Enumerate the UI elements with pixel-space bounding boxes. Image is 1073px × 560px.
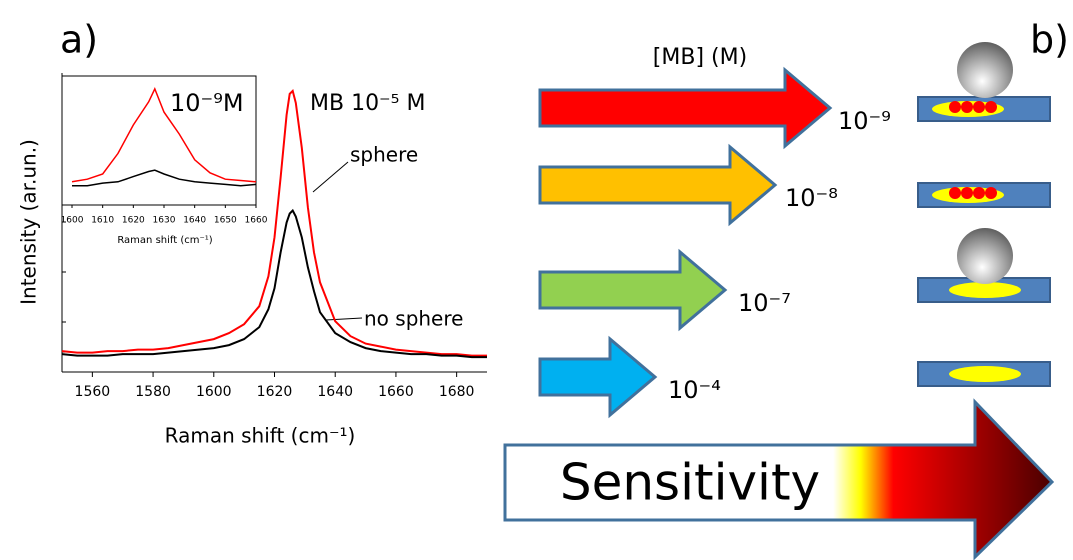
- series-line: [61, 208, 487, 359]
- x-tick-label: 1600: [61, 216, 84, 226]
- series-line: [61, 88, 487, 357]
- x-tick-label: 1680: [439, 384, 475, 400]
- x-tick-label: 1620: [122, 216, 145, 226]
- sensitivity-label: Sensitivity: [560, 454, 820, 512]
- panel-label: b): [1030, 18, 1069, 62]
- annotation: MB 10⁻⁵ M: [310, 91, 425, 116]
- x-tick-label: 1660: [245, 216, 268, 226]
- x-tick-label: 1640: [317, 384, 353, 400]
- series-line: [71, 87, 257, 183]
- concentration-label: 10⁻⁷: [738, 289, 791, 317]
- concentration-arrow: [538, 248, 728, 332]
- y-axis-label: Intensity (ar.un.): [17, 139, 41, 305]
- x-tick-label: 1620: [257, 384, 293, 400]
- concentration-label: 10⁻⁸: [785, 184, 838, 212]
- panel-label: a): [60, 18, 98, 62]
- annotation: sphere: [350, 143, 418, 167]
- x-tick-label: 1630: [153, 216, 176, 226]
- x-tick-label: 1610: [91, 216, 114, 226]
- concentration-arrow: [538, 335, 658, 419]
- x-axis-label: Raman shift (cm⁻¹): [117, 235, 212, 246]
- substrates: [917, 42, 1051, 387]
- annotation: 10⁻⁹M: [170, 89, 244, 117]
- x-tick-label: 1650: [214, 216, 237, 226]
- x-axis-label: Raman shift (cm⁻¹): [165, 424, 356, 448]
- sensitivity-arrow: [503, 398, 1055, 560]
- x-tick-label: 1600: [196, 384, 232, 400]
- diagram-header: [MB] (M): [653, 45, 747, 70]
- annotation: no sphere: [364, 307, 463, 331]
- pointer: [325, 317, 363, 321]
- concentration-arrow: [538, 66, 833, 150]
- x-tick-label: 1640: [183, 216, 206, 226]
- concentration-arrow: [538, 143, 778, 227]
- concentration-label: 10⁻⁹: [838, 107, 891, 135]
- concentration-label: 10⁻⁴: [668, 376, 721, 404]
- x-tick-label: 1580: [135, 384, 171, 400]
- x-tick-label: 1660: [378, 384, 414, 400]
- x-tick-label: 1560: [75, 384, 111, 400]
- series-line: [72, 169, 257, 187]
- pointer: [312, 161, 349, 193]
